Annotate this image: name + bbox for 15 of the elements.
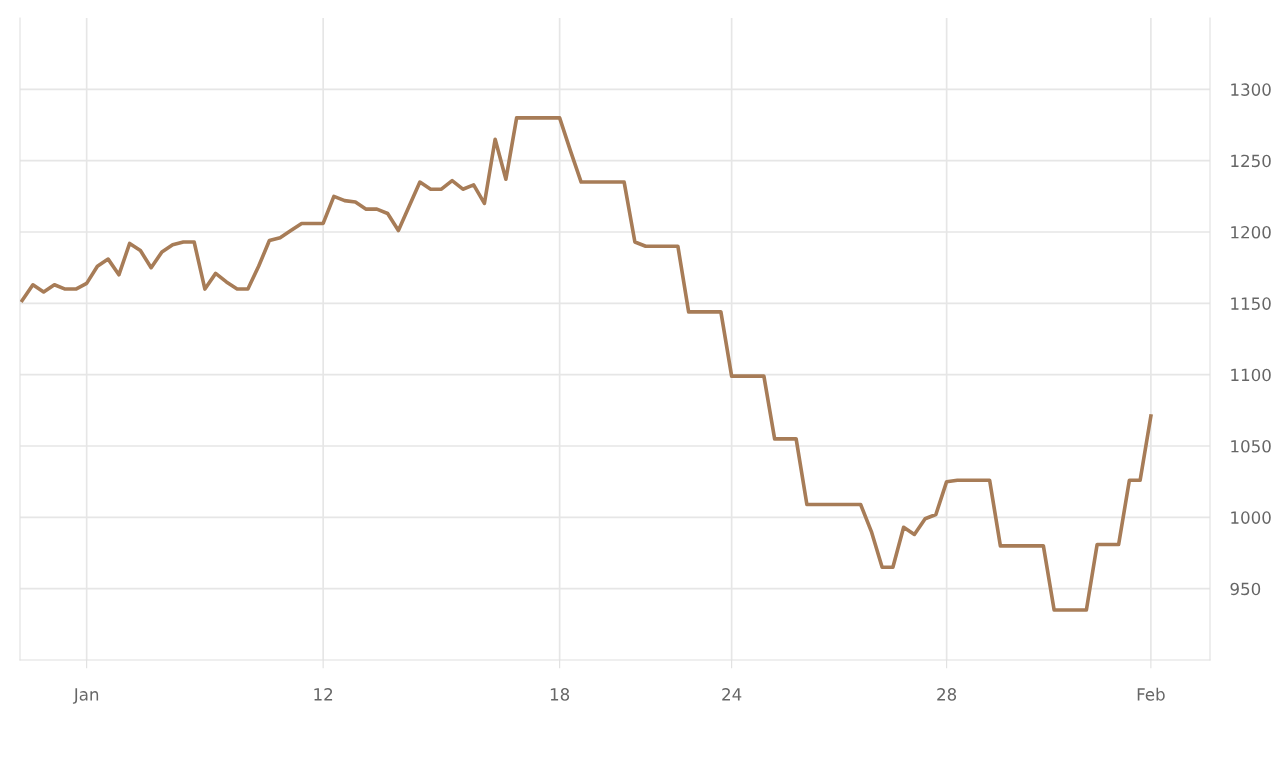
y-tick-label: 950: [1230, 582, 1261, 596]
y-tick-label: 1100: [1231, 368, 1271, 382]
x-tick-label: 24: [722, 688, 742, 701]
y-tick-label: 1000: [1231, 511, 1271, 524]
x-tick-label: Jan: [72, 688, 99, 704]
y-tick-label: 1050: [1231, 439, 1271, 453]
x-tick-label: 12: [314, 688, 333, 701]
x-tick-label: 28: [937, 688, 957, 701]
y-tick-label: 1150: [1231, 297, 1271, 310]
y-tick-label: 1250: [1231, 154, 1271, 168]
x-tick-label: 18: [550, 688, 570, 701]
y-tick-label: 1200: [1231, 225, 1271, 239]
line-series: [20, 116, 1153, 612]
y-tick-label: 1300: [1231, 83, 1271, 96]
x-tick-label: Feb: [1137, 687, 1165, 701]
